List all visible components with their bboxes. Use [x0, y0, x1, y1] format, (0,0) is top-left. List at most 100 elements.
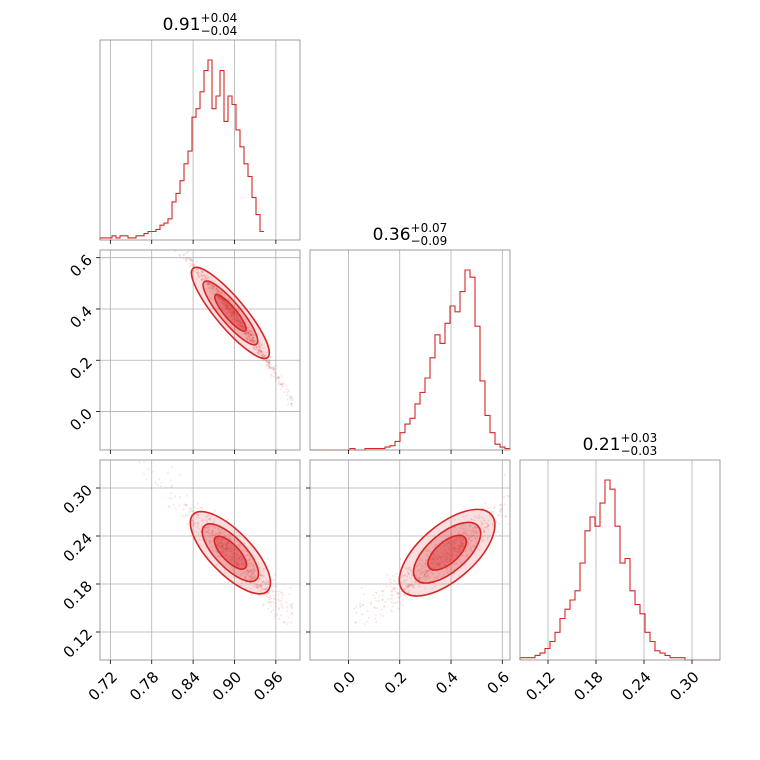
sample-point: [260, 581, 263, 584]
sample-point: [224, 551, 227, 554]
sample-point: [431, 557, 434, 560]
sample-point: [123, 436, 125, 438]
sample-point: [233, 311, 236, 314]
sample-point: [440, 551, 443, 554]
sample-point: [458, 536, 461, 539]
sample-point: [423, 573, 426, 576]
sample-point: [232, 310, 234, 313]
sample-point: [253, 346, 256, 349]
sample-point: [277, 593, 280, 596]
sample-point: [486, 524, 489, 526]
sample-point: [204, 281, 207, 284]
sample-point: [432, 553, 435, 556]
sample-point: [221, 299, 224, 302]
sample-point: [218, 298, 221, 301]
sample-point: [410, 569, 413, 572]
sample-point: [122, 207, 124, 209]
sample-point: [214, 526, 217, 529]
parameter-title-2: 0.21+0.03: [583, 431, 658, 455]
sample-point: [425, 570, 428, 573]
sample-point: [196, 273, 199, 276]
sample-point: [209, 285, 212, 288]
sample-point: [281, 597, 283, 600]
sample-point: [218, 531, 221, 534]
parameter-title-0: 0.91+0.04: [163, 11, 238, 35]
sample-point: [273, 375, 276, 378]
sample-point: [225, 302, 228, 305]
x-tick-label-2-1: 0.18: [570, 668, 606, 704]
sample-point: [245, 550, 248, 553]
sample-point: [225, 307, 228, 310]
sample-point: [238, 319, 241, 322]
sample-point: [216, 296, 219, 299]
sample-point: [260, 574, 263, 577]
sample-point: [443, 564, 446, 566]
sample-point: [269, 605, 272, 608]
sample-point: [221, 544, 224, 547]
sample-point: [218, 545, 221, 548]
sample-point: [266, 361, 269, 364]
sample-point: [431, 587, 434, 590]
sample-point: [232, 312, 235, 315]
sample-point: [236, 314, 239, 317]
sample-point: [258, 350, 261, 353]
sample-point: [481, 522, 484, 525]
sample-point: [461, 555, 464, 557]
sample-point: [138, 446, 140, 448]
sample-point: [436, 575, 439, 578]
sample-point: [215, 287, 218, 290]
sample-point: [246, 330, 249, 333]
sample-point: [228, 548, 231, 551]
sample-point: [418, 582, 420, 585]
sample-point: [215, 550, 217, 553]
sample-point: [242, 327, 245, 330]
sample-point: [418, 579, 421, 582]
sample-point: [438, 572, 441, 575]
sample-point: [207, 531, 210, 534]
parameter-plus-error-2: +0.03: [621, 431, 658, 445]
sample-point: [396, 583, 399, 586]
sample-point: [465, 548, 467, 551]
sample-point: [376, 607, 379, 610]
sample-point: [225, 301, 228, 304]
x-tick-label-2-2: 0.24: [618, 668, 654, 704]
sample-point: [283, 621, 286, 624]
sample-point: [447, 540, 450, 543]
sample-point: [227, 306, 230, 309]
sample-point: [266, 363, 269, 366]
sample-point: [240, 566, 243, 569]
sample-point: [504, 515, 507, 518]
sample-point: [190, 534, 193, 537]
sample-point: [224, 539, 227, 542]
sample-point: [263, 588, 266, 591]
sample-point: [276, 590, 279, 593]
contour-level-2: [427, 534, 468, 571]
parameter-minus-error-1: −0.09: [411, 234, 448, 248]
sample-point: [208, 287, 211, 290]
sample-point: [265, 582, 268, 585]
sample-point: [232, 312, 235, 315]
sample-point: [475, 517, 478, 519]
sample-point: [370, 601, 372, 604]
sample-point: [246, 572, 248, 575]
sample-point: [197, 271, 200, 274]
scatter-panel-20: [96, 435, 301, 664]
sample-point: [532, 457, 534, 459]
sample-point: [239, 573, 242, 576]
sample-point: [249, 575, 252, 578]
sample-point: [433, 546, 436, 549]
sample-point: [160, 230, 162, 232]
sample-point: [135, 435, 137, 437]
sample-point: [459, 544, 462, 547]
sample-point: [252, 569, 255, 572]
sample-point: [216, 291, 219, 294]
sample-point: [231, 314, 234, 317]
param-0-histogram: [99, 59, 264, 240]
sample-point: [251, 331, 254, 334]
sample-point: [250, 334, 253, 337]
sample-point: [220, 551, 223, 554]
sample-point: [250, 338, 252, 341]
sample-point: [230, 546, 233, 549]
sample-point: [235, 318, 238, 321]
sample-point: [206, 281, 209, 284]
